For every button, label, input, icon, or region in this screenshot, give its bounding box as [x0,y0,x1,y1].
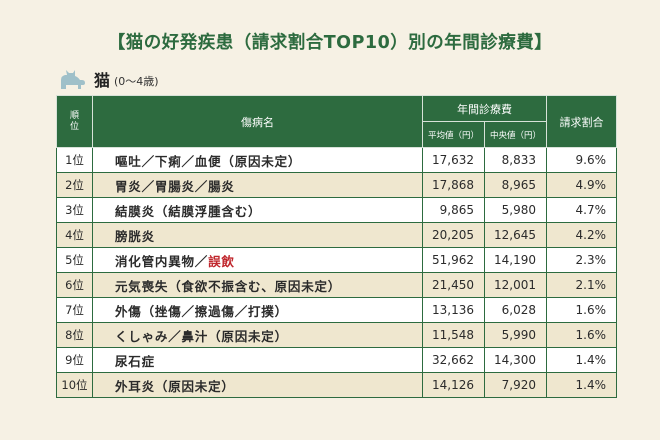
median-cell: 5,990 [484,322,547,348]
species-label: 猫 [94,71,111,90]
header-annual-cost: 年間診療費 [422,95,547,122]
table-row: 6位 元気喪失（食欲不振含む、原因未定） 21,450 12,001 2.1% [56,272,617,298]
species-heading: 猫 (0～4歳) [58,68,159,90]
disease-cell: 外耳炎（原因未定） [92,372,423,398]
cost-table: 順位 傷病名 年間診療費 請求割合 平均値（円） 中央値（円） 1位 嘔吐／下痢… [56,95,617,398]
average-cell: 17,868 [422,172,485,198]
cat-icon [61,70,85,89]
rank-cell: 4位 [56,222,93,248]
rank-cell: 6位 [56,272,93,298]
table-row: 5位 消化管内異物／誤飲 51,962 14,190 2.3% [56,247,617,273]
table-row: 10位 外耳炎（原因未定） 14,126 7,920 1.4% [56,372,617,398]
average-cell: 14,126 [422,372,485,398]
average-cell: 32,662 [422,347,485,373]
table-row: 3位 結膜炎（結膜浮腫含む） 9,865 5,980 4.7% [56,197,617,223]
disease-cell: 結膜炎（結膜浮腫含む） [92,197,423,223]
header-average: 平均値（円） [422,121,485,148]
disease-name-highlight: 誤飲 [208,253,235,269]
median-cell: 12,645 [484,222,547,248]
average-cell: 51,962 [422,247,485,273]
age-range: (0～4歳) [114,75,159,88]
ratio-cell: 9.6% [546,147,617,173]
header-disease: 傷病名 [92,95,423,148]
rank-cell: 8位 [56,322,93,348]
rank-cell: 2位 [56,172,93,198]
header-median: 中央値（円） [484,121,547,148]
ratio-cell: 1.6% [546,297,617,323]
header-claim-ratio: 請求割合 [546,95,617,148]
rank-cell: 10位 [56,372,93,398]
ratio-cell: 1.6% [546,322,617,348]
disease-cell: 嘔吐／下痢／血便（原因未定） [92,147,423,173]
rank-cell: 3位 [56,197,93,223]
ratio-cell: 4.9% [546,172,617,198]
header-rank: 順位 [56,95,93,148]
disease-cell: 尿石症 [92,347,423,373]
median-cell: 12,001 [484,272,547,298]
table-row: 4位 膀胱炎 20,205 12,645 4.2% [56,222,617,248]
average-cell: 11,548 [422,322,485,348]
ratio-cell: 2.3% [546,247,617,273]
disease-cell: 胃炎／胃腸炎／腸炎 [92,172,423,198]
rank-cell: 5位 [56,247,93,273]
disease-cell: 外傷（挫傷／擦過傷／打撲） [92,297,423,323]
median-cell: 14,300 [484,347,547,373]
rank-cell: 9位 [56,347,93,373]
average-cell: 20,205 [422,222,485,248]
median-cell: 8,965 [484,172,547,198]
ratio-cell: 1.4% [546,347,617,373]
disease-cell: 消化管内異物／誤飲 [92,247,423,273]
average-cell: 21,450 [422,272,485,298]
table-row: 9位 尿石症 32,662 14,300 1.4% [56,347,617,373]
ratio-cell: 1.4% [546,372,617,398]
median-cell: 6,028 [484,297,547,323]
disease-name: 消化管内異物／ [115,253,209,269]
average-cell: 13,136 [422,297,485,323]
rank-cell: 7位 [56,297,93,323]
median-cell: 7,920 [484,372,547,398]
table-row: 2位 胃炎／胃腸炎／腸炎 17,868 8,965 4.9% [56,172,617,198]
table-row: 8位 くしゃみ／鼻汁（原因未定） 11,548 5,990 1.6% [56,322,617,348]
ratio-cell: 4.7% [546,197,617,223]
disease-cell: 膀胱炎 [92,222,423,248]
page-title: 【猫の好発疾患（請求割合TOP10）別の年間診療費】 [107,33,553,53]
ratio-cell: 4.2% [546,222,617,248]
median-cell: 8,833 [484,147,547,173]
rank-cell: 1位 [56,147,93,173]
median-cell: 14,190 [484,247,547,273]
table-row: 7位 外傷（挫傷／擦過傷／打撲） 13,136 6,028 1.6% [56,297,617,323]
average-cell: 17,632 [422,147,485,173]
table-row: 1位 嘔吐／下痢／血便（原因未定） 17,632 8,833 9.6% [56,147,617,173]
median-cell: 5,980 [484,197,547,223]
average-cell: 9,865 [422,197,485,223]
disease-cell: くしゃみ／鼻汁（原因未定） [92,322,423,348]
disease-cell: 元気喪失（食欲不振含む、原因未定） [92,272,423,298]
ratio-cell: 2.1% [546,272,617,298]
